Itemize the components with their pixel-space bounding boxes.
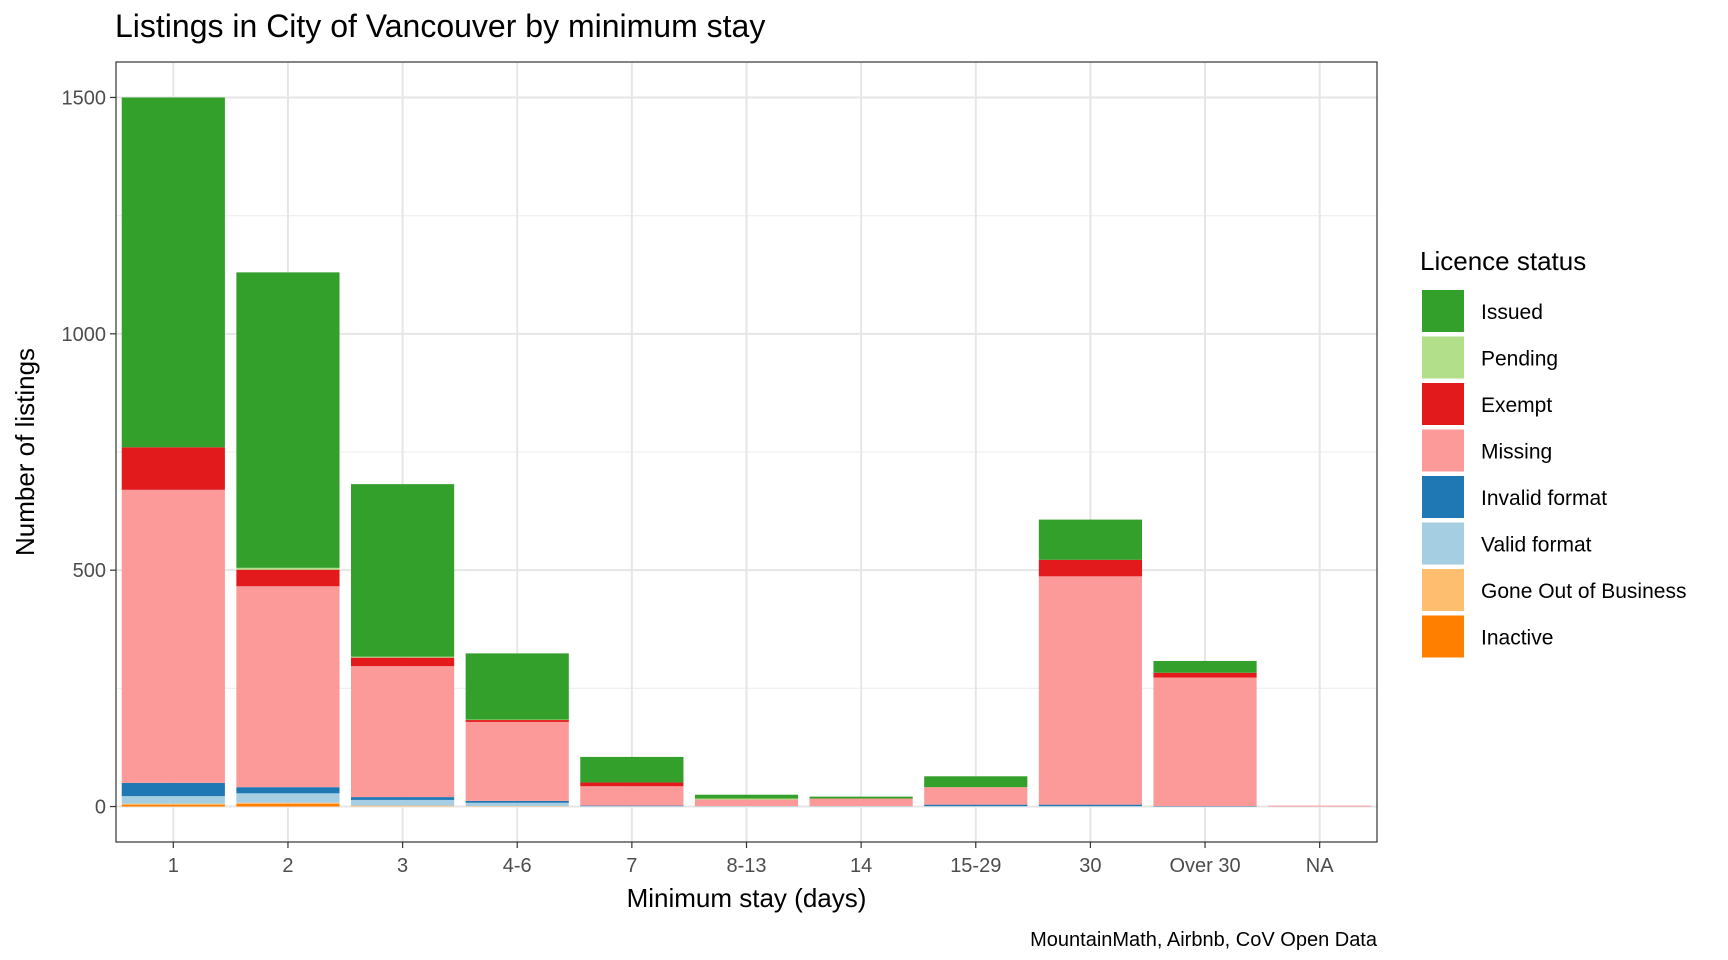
bar-segment-exempt: [465, 720, 569, 722]
bar-segment-issued: [580, 756, 684, 783]
bar-segment-gone-out-of-business: [465, 806, 569, 807]
legend-key-valid-format: [1422, 522, 1464, 565]
bar-segment-missing: [121, 489, 225, 783]
bar-segment-missing: [924, 787, 1028, 805]
bar-segment-inactive: [236, 803, 340, 807]
y-axis-title: Number of listings: [10, 348, 40, 556]
bar-segment-valid-format: [121, 796, 225, 804]
bar-segment-pending: [465, 719, 569, 721]
bar-segment-gone-out-of-business: [121, 803, 225, 805]
x-tick-label: 4-6: [503, 855, 532, 877]
bar-segment-valid-format: [924, 806, 1028, 807]
x-tick-label: 7: [626, 855, 637, 877]
bar-segment-issued: [1153, 660, 1257, 673]
x-tick-label: NA: [1306, 855, 1334, 877]
bar-segment-issued: [351, 484, 455, 657]
bar-segment-missing: [465, 721, 569, 801]
legend-key-issued: [1422, 290, 1464, 332]
bar-segment-gone-out-of-business: [236, 802, 340, 804]
legend-label: Inactive: [1481, 627, 1553, 650]
bar-segment-issued: [121, 97, 225, 448]
bar-segment-valid-format: [694, 806, 799, 807]
bar-segment-missing: [580, 786, 684, 806]
legend-key-pending: [1422, 336, 1464, 379]
bar-segment-exempt: [1153, 672, 1257, 678]
bar-segment-missing: [809, 798, 913, 807]
x-tick-label: 1: [168, 855, 179, 877]
x-tick-label: 8-13: [726, 855, 766, 877]
legend: Licence status Issued Pending Exempt Missin…: [1420, 246, 1686, 658]
bar-segment-invalid-format: [121, 782, 225, 797]
bar-segment-issued: [809, 796, 913, 799]
legend-title: Licence status: [1420, 246, 1586, 276]
bar-segment-issued: [924, 776, 1028, 788]
bar-segment-exempt: [236, 569, 340, 587]
bars: [121, 97, 1372, 807]
bar-segment-gone-out-of-business: [351, 805, 455, 807]
legend-label: Invalid format: [1481, 487, 1607, 510]
x-tick-label: 30: [1079, 855, 1101, 877]
bar-segment-invalid-format: [580, 805, 684, 807]
bar-segment-valid-format: [236, 793, 340, 803]
chart-title: Listings in City of Vancouver by minimum…: [115, 8, 766, 44]
x-tick-label: 15-29: [950, 855, 1001, 877]
x-tick-label: 14: [850, 855, 872, 877]
bar-segment-invalid-format: [1153, 806, 1257, 807]
bar-segment-missing: [1268, 805, 1372, 807]
bar-segment-exempt: [1038, 559, 1142, 577]
bar-segment-pending: [694, 798, 799, 800]
bar-segment-valid-format: [809, 806, 913, 807]
legend-key-exempt: [1422, 383, 1464, 425]
legend-key-inactive: [1422, 615, 1464, 658]
legend-key-invalid-format: [1422, 476, 1464, 518]
x-axis-title: Minimum stay (days): [627, 883, 867, 913]
bar-segment-missing: [694, 799, 799, 807]
legend-key-missing: [1422, 429, 1464, 472]
y-tick-label: 500: [73, 560, 106, 582]
legend-label: Valid format: [1481, 534, 1592, 557]
bar-segment-issued: [236, 272, 340, 568]
bar-segment-pending: [351, 656, 455, 658]
bar-segment-invalid-format: [465, 800, 569, 803]
bar-segment-valid-format: [1038, 806, 1142, 807]
bar-segment-missing: [1153, 677, 1257, 807]
y-tick-label: 0: [95, 797, 106, 819]
bar-segment-pending: [236, 567, 340, 570]
bar-segment-exempt: [121, 447, 225, 490]
bar-segment-issued: [694, 794, 799, 799]
bar-segment-missing: [236, 586, 340, 788]
bar-segment-invalid-format: [1038, 804, 1142, 807]
bar-segment-missing: [351, 666, 455, 798]
x-tick-label: Over 30: [1169, 855, 1240, 877]
bar-segment-invalid-format: [236, 787, 340, 794]
y-tick-label: 1500: [62, 87, 107, 109]
bar-segment-issued: [1038, 519, 1142, 560]
legend-label: Exempt: [1481, 394, 1552, 417]
bar-segment-issued: [465, 653, 569, 720]
legend-label: Pending: [1481, 348, 1558, 371]
bar-segment-missing: [1038, 576, 1142, 805]
axes: 0 500 1000 1500 1 2 3 4-6 7 8-13 14 15-29 30 Over 30 N…: [62, 87, 1335, 877]
x-tick-label: 3: [397, 855, 408, 877]
bar-segment-exempt: [351, 657, 455, 667]
bar-segment-invalid-format: [924, 804, 1028, 807]
legend-label: Missing: [1481, 441, 1552, 464]
x-tick-label: 2: [282, 855, 293, 877]
caption: MountainMath, Airbnb, CoV Open Data: [1030, 929, 1378, 951]
bar-segment-valid-format: [580, 806, 684, 807]
bar-segment-exempt: [580, 782, 684, 787]
legend-label: Issued: [1481, 301, 1543, 324]
bar-segment-valid-format: [465, 802, 569, 807]
bar-segment-valid-format: [351, 799, 455, 806]
bar-segment-invalid-format: [351, 797, 455, 800]
legend-key-gone-out-of-business: [1422, 569, 1464, 611]
bar-segment-inactive: [121, 804, 225, 807]
y-tick-label: 1000: [62, 324, 107, 346]
legend-label: Gone Out of Business: [1481, 580, 1686, 603]
